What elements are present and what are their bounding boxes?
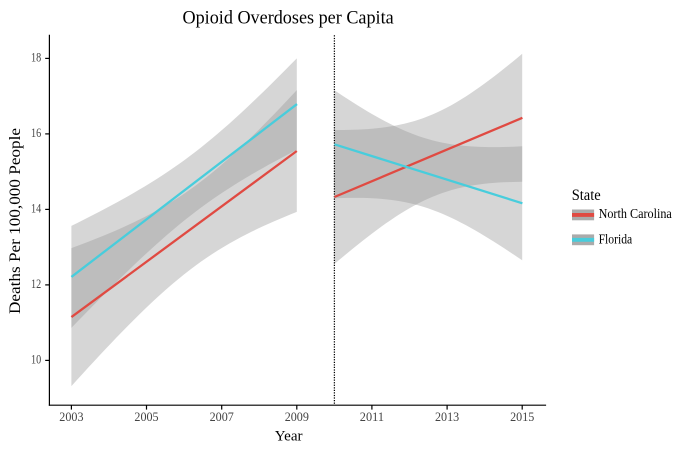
svg-text:2003: 2003 [59, 409, 83, 424]
svg-text:16: 16 [31, 125, 42, 140]
svg-text:2015: 2015 [510, 409, 534, 424]
svg-text:North Carolina: North Carolina [599, 206, 672, 221]
svg-text:Florida: Florida [599, 231, 633, 246]
svg-text:2013: 2013 [435, 409, 459, 424]
svg-text:10: 10 [31, 351, 41, 366]
svg-text:2009: 2009 [285, 409, 309, 424]
svg-text:12: 12 [31, 276, 41, 291]
svg-text:18: 18 [31, 49, 41, 64]
svg-text:2011: 2011 [360, 409, 384, 424]
svg-text:State: State [572, 187, 601, 204]
svg-text:14: 14 [31, 200, 42, 215]
svg-text:Year: Year [275, 429, 303, 445]
svg-text:2007: 2007 [210, 409, 235, 424]
svg-text:Opioid Overdoses per Capita: Opioid Overdoses per Capita [183, 7, 395, 28]
svg-text:Deaths Per 100,000 People: Deaths Per 100,000 People [7, 128, 24, 314]
svg-text:2005: 2005 [134, 409, 158, 424]
